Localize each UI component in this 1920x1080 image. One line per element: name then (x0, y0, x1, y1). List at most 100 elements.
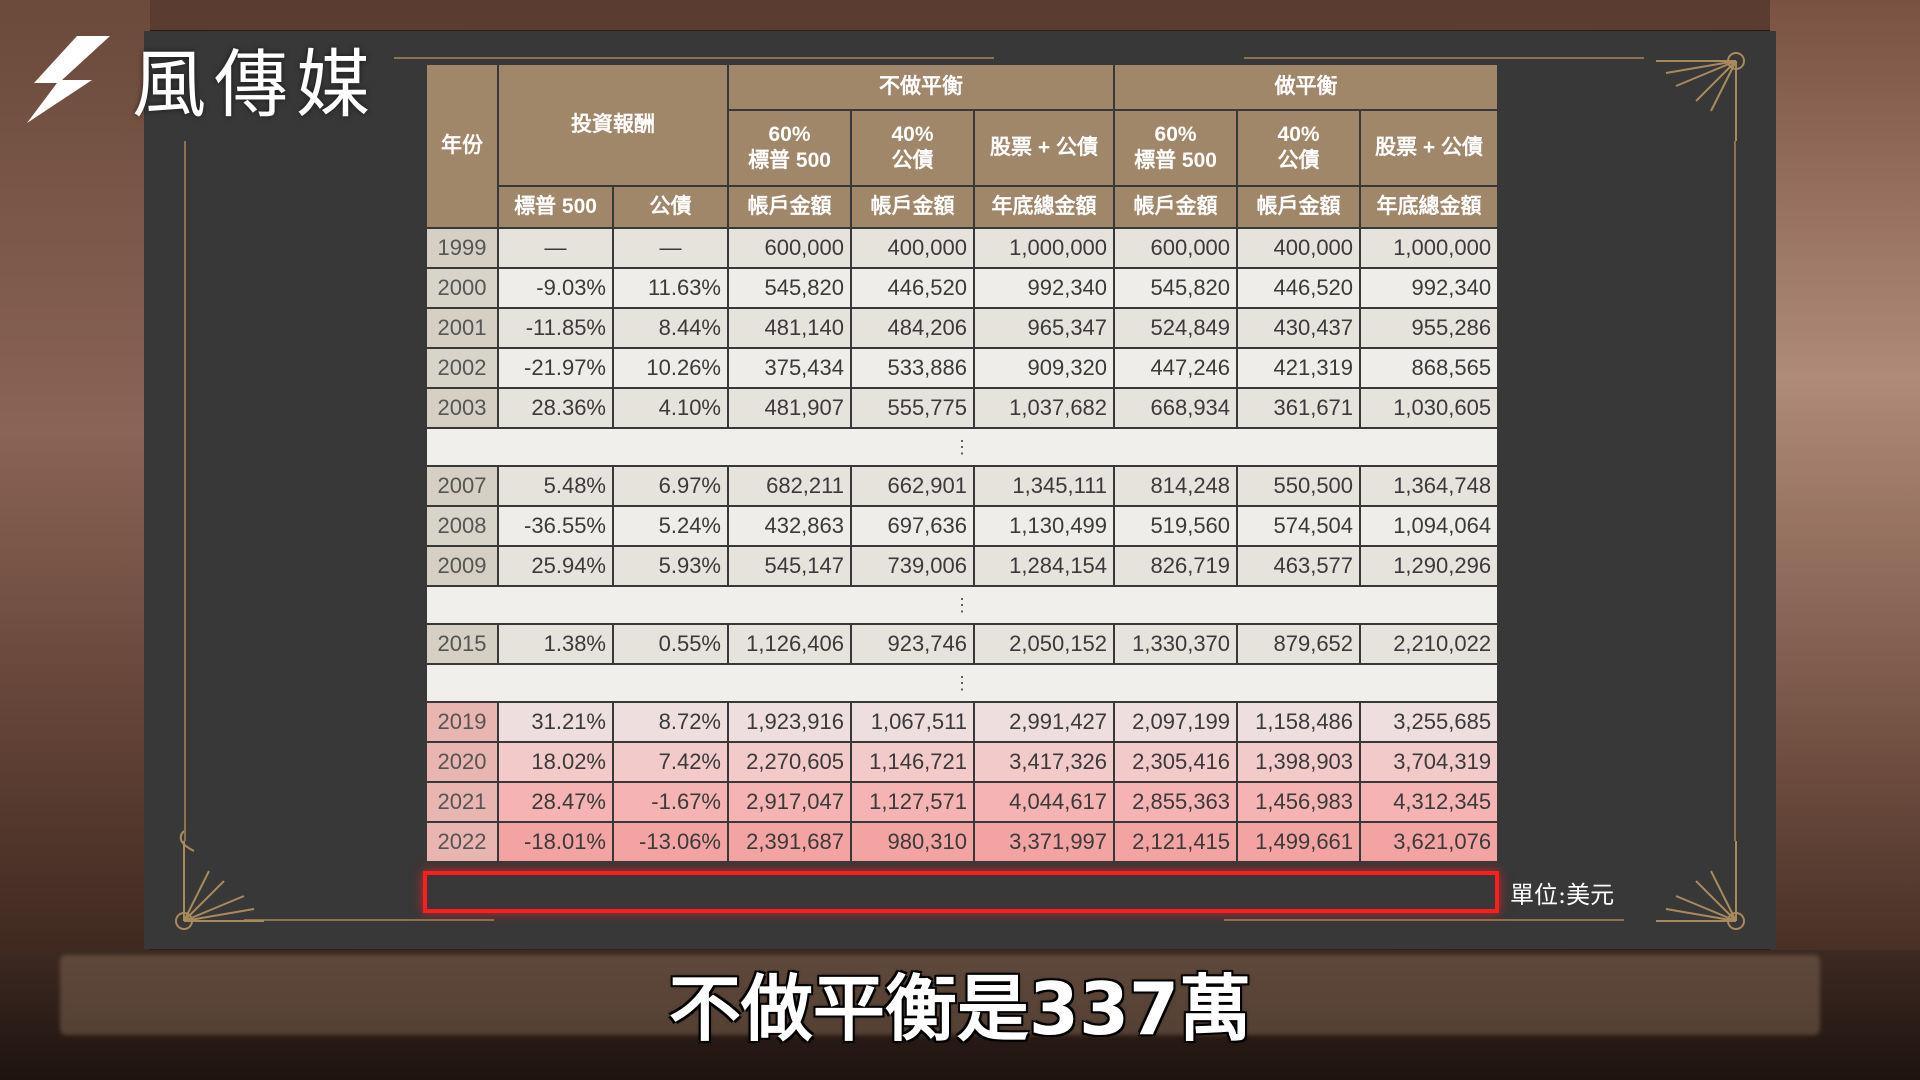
cell-n40: 1,146,721 (852, 743, 973, 781)
cell-sp: 31.21% (499, 703, 612, 741)
frame-line-top-left (394, 57, 994, 59)
cell-r40: 574,504 (1238, 507, 1360, 545)
unit-label: 單位:美元 (1510, 881, 1615, 909)
corner-ornament-bottom-right (1656, 841, 1745, 930)
portfolio-table: 年份 投資報酬 不做平衡 做平衡 60% 標普 500 40% 公債 股票 + … (425, 63, 1498, 863)
header-r-total: 年底總金額 (1361, 187, 1498, 227)
cell-year: 2007 (427, 467, 497, 505)
background-left (0, 0, 150, 1080)
cell-year: 2003 (427, 389, 497, 427)
cell-bond: 8.44% (614, 309, 727, 347)
header-sp500: 標普 500 (499, 187, 612, 227)
ellipsis-cell: ⋮ (427, 429, 1498, 465)
cell-ntot: 1,000,000 (975, 229, 1114, 267)
table-row: 2019 31.21% 8.72% 1,923,916 1,067,511 2,991,4… (427, 703, 1498, 741)
cell-ntot: 3,371,997 (975, 823, 1114, 861)
cell-year: 2015 (427, 625, 497, 663)
header-r-sp500-60: 60% 標普 500 (1115, 111, 1237, 185)
cell-year: 2021 (427, 783, 497, 821)
cell-ntot: 992,340 (975, 269, 1114, 307)
logo-text: 風傳媒 (132, 41, 378, 128)
cell-r60: 2,305,416 (1115, 743, 1237, 781)
cell-ntot: 4,044,617 (975, 783, 1114, 821)
background-top (0, 0, 1920, 30)
background-bottom (0, 950, 1920, 1080)
cell-year: 2022 (427, 823, 497, 861)
cell-year: 1999 (427, 229, 497, 267)
cell-r40: 1,456,983 (1238, 783, 1360, 821)
header-year: 年份 (427, 65, 497, 227)
cell-n60: 2,270,605 (729, 743, 850, 781)
cell-n60: 2,917,047 (729, 783, 850, 821)
cell-sp: 28.47% (499, 783, 612, 821)
table-body: 1999— —600,000 400,000 1,000,000 600,000 400,… (427, 229, 1498, 861)
cell-ntot: 1,284,154 (975, 547, 1114, 585)
table-row: 2015 1.38% 0.55% 1,126,406 923,746 2,050,152 1… (427, 625, 1498, 663)
header-nr-bond-40: 40% 公債 (852, 111, 973, 185)
cell-bond: 5.93% (614, 547, 727, 585)
cell-year: 2020 (427, 743, 497, 781)
cell-rtot: 4,312,345 (1361, 783, 1498, 821)
header-r-stock-bond: 股票 + 公債 (1361, 111, 1498, 185)
table-row: 2009 25.94% 5.93% 545,147 739,006 1,284,154 82… (427, 547, 1498, 585)
ellipsis-row: ⋮ (427, 665, 1498, 701)
cell-n40: 484,206 (852, 309, 973, 347)
cell-n40: 1,127,571 (852, 783, 973, 821)
cell-bond: — (614, 229, 727, 267)
cell-sp: 28.36% (499, 389, 612, 427)
cell-n60: 1,923,916 (729, 703, 850, 741)
cell-n40: 446,520 (852, 269, 973, 307)
cell-sp: -9.03% (499, 269, 612, 307)
cell-rtot: 1,000,000 (1361, 229, 1498, 267)
header-r-account-60: 帳戶金額 (1115, 187, 1237, 227)
cell-r60: 814,248 (1115, 467, 1237, 505)
corner-ornament-top-right (1656, 52, 1745, 141)
cell-rtot: 2,210,022 (1361, 625, 1498, 663)
cell-n40: 1,067,511 (852, 703, 973, 741)
table-row: 2000 -9.03% 11.63% 545,820 446,520 992,340 545… (427, 269, 1498, 307)
cell-sp: -18.01% (499, 823, 612, 861)
cell-sp: 1.38% (499, 625, 612, 663)
cell-r40: 463,577 (1238, 547, 1360, 585)
cell-r60: 447,246 (1115, 349, 1237, 387)
cell-ntot: 1,037,682 (975, 389, 1114, 427)
frame-line-top-right (1244, 57, 1644, 59)
cell-n40: 400,000 (852, 229, 973, 267)
cell-ntot: 965,347 (975, 309, 1114, 347)
cell-ntot: 2,991,427 (975, 703, 1114, 741)
cell-bond: 8.72% (614, 703, 727, 741)
cell-r40: 430,437 (1238, 309, 1360, 347)
table-row: 2007 5.48% 6.97% 682,211 662,901 1,345,111 814… (427, 467, 1498, 505)
cell-bond: -1.67% (614, 783, 727, 821)
cell-r60: 2,097,199 (1115, 703, 1237, 741)
cell-rtot: 3,621,076 (1361, 823, 1498, 861)
header-rebalance: 做平衡 (1115, 65, 1498, 109)
table-row: 1999— —600,000 400,000 1,000,000 600,000 400,… (427, 229, 1498, 267)
ellipsis-cell: ⋮ (427, 665, 1498, 701)
cell-rtot: 1,364,748 (1361, 467, 1498, 505)
cell-rtot: 1,030,605 (1361, 389, 1498, 427)
cell-bond: 0.55% (614, 625, 727, 663)
table-row: 2001 -11.85% 8.44% 481,140 484,206 965,347 524… (427, 309, 1498, 347)
cell-r40: 1,398,903 (1238, 743, 1360, 781)
header-returns: 投資報酬 (499, 65, 727, 185)
cell-r60: 524,849 (1115, 309, 1237, 347)
frame-line-bottom-left (244, 919, 494, 921)
cell-n60: 545,147 (729, 547, 850, 585)
cell-n40: 697,636 (852, 507, 973, 545)
ellipsis-cell: ⋮ (427, 587, 1498, 623)
cell-r40: 550,500 (1238, 467, 1360, 505)
header-nr-sp500-60: 60% 標普 500 (729, 111, 850, 185)
cell-year: 2000 (427, 269, 497, 307)
cell-sp: -36.55% (499, 507, 612, 545)
cell-ntot: 1,345,111 (975, 467, 1114, 505)
cell-n60: 2,391,687 (729, 823, 850, 861)
cell-rtot: 955,286 (1361, 309, 1498, 347)
table-row: 2021 28.47% -1.67% 2,917,047 1,127,571 4,044,… (427, 783, 1498, 821)
table-row: 2022 -18.01% -13.06% 2,391,687 980,310 3,371,… (427, 823, 1498, 861)
background-right (1770, 0, 1920, 1080)
cell-r40: 421,319 (1238, 349, 1360, 387)
cell-r40: 361,671 (1238, 389, 1360, 427)
cell-r40: 1,499,661 (1238, 823, 1360, 861)
cell-n40: 533,886 (852, 349, 973, 387)
